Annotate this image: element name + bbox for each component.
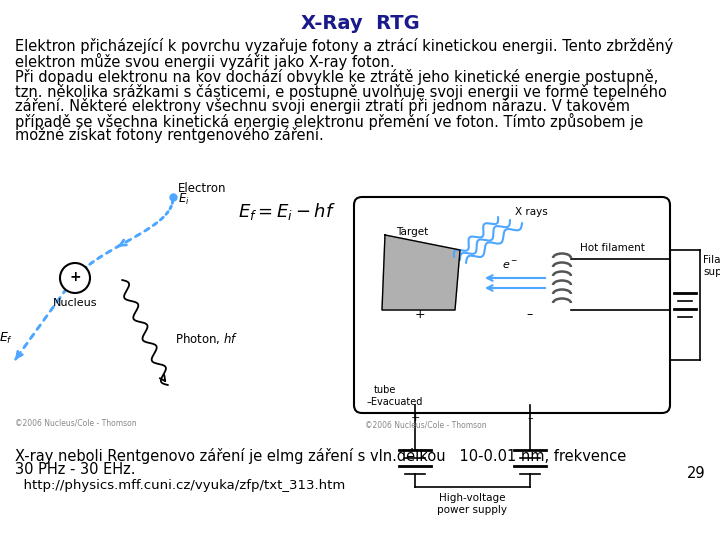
Text: možné získat fotony rentgenového záření.: možné získat fotony rentgenového záření. [15,127,324,143]
Text: Target: Target [396,227,428,237]
Text: +: + [69,270,81,284]
Text: +: + [415,308,426,321]
Text: X-Ray  RTG: X-Ray RTG [301,14,419,33]
Text: $E_i$: $E_i$ [178,192,189,207]
Text: 29: 29 [686,467,705,482]
Text: supply: supply [703,267,720,277]
Text: +: + [410,413,420,423]
Text: –: – [527,413,533,423]
Text: Photon, $hf$: Photon, $hf$ [175,330,238,346]
Text: záření. Některé elektrony všechnu svoji energii ztratí při jednom nárazu. V tako: záření. Některé elektrony všechnu svoji … [15,98,630,114]
Polygon shape [382,235,460,310]
Text: –Evacuated: –Evacuated [367,397,423,407]
Text: Electron: Electron [178,182,227,195]
Text: Elektron přicházející k povrchu vyzařuje fotony a ztrácí kinetickou energii. Ten: Elektron přicházející k povrchu vyzařuje… [15,38,673,54]
Text: X-ray neboli Rentgenovo záření je elmg záření s vln.délkou   10-0.01 nm, frekven: X-ray neboli Rentgenovo záření je elmg z… [15,448,626,464]
Text: Filament: Filament [703,255,720,265]
Text: ©2006 Nucleus/Cole - Thomson: ©2006 Nucleus/Cole - Thomson [365,420,487,429]
Text: ©2006 Nucleus/Cole - Thomson: ©2006 Nucleus/Cole - Thomson [15,418,137,427]
Text: $E_f$: $E_f$ [0,331,13,346]
Text: elektron může svou energii vyzářit jako X-ray foton.: elektron může svou energii vyzářit jako … [15,52,395,70]
Text: High-voltage: High-voltage [438,493,505,503]
Text: 30 PHz - 30 EHz.: 30 PHz - 30 EHz. [15,462,135,477]
Text: http://physics.mff.cuni.cz/vyuka/zfp/txt_313.htm: http://physics.mff.cuni.cz/vyuka/zfp/txt… [15,479,346,492]
Text: $E_f = E_i - hf$: $E_f = E_i - hf$ [238,201,336,222]
Text: power supply: power supply [437,505,507,515]
Text: X rays: X rays [515,207,548,217]
FancyBboxPatch shape [354,197,670,413]
Text: Nucleus: Nucleus [53,298,97,308]
Text: –: – [527,308,533,321]
Text: Hot filament: Hot filament [580,243,645,253]
Text: Při dopadu elektronu na kov dochází obvykle ke ztrátě jeho kinetické energie pos: Při dopadu elektronu na kov dochází obvy… [15,69,658,85]
Text: $e^-$: $e^-$ [502,259,518,271]
Circle shape [60,263,90,293]
Text: tube: tube [374,385,397,395]
Text: případě se všechna kinetická energie elektronu přemění ve foton. Tímto způsobem : případě se všechna kinetická energie ele… [15,112,643,130]
Text: tzn. několika srážkami s částicemi, e postupně uvolňuje svoji energii ve formě t: tzn. několika srážkami s částicemi, e po… [15,84,667,99]
